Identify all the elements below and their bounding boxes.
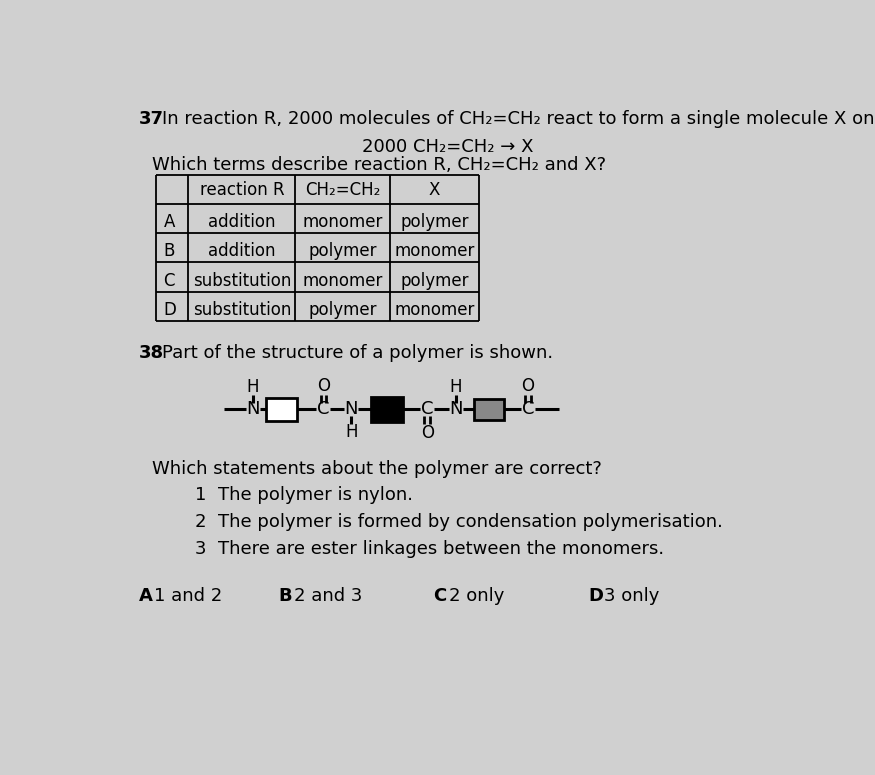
Text: X: X bbox=[429, 181, 440, 198]
Text: Which statements about the polymer are correct?: Which statements about the polymer are c… bbox=[152, 460, 602, 477]
Text: D: D bbox=[588, 587, 604, 604]
Text: H: H bbox=[345, 423, 357, 441]
Text: substitution: substitution bbox=[192, 301, 291, 319]
Text: C: C bbox=[433, 587, 446, 604]
Text: 38: 38 bbox=[139, 344, 164, 362]
Text: O: O bbox=[421, 424, 434, 442]
Text: 37: 37 bbox=[139, 110, 164, 128]
Text: N: N bbox=[246, 401, 260, 418]
Text: A: A bbox=[164, 213, 175, 231]
Text: C: C bbox=[421, 401, 433, 418]
Text: B: B bbox=[278, 587, 292, 604]
Text: monomer: monomer bbox=[395, 301, 474, 319]
Text: polymer: polymer bbox=[400, 272, 469, 290]
Text: addition: addition bbox=[208, 213, 276, 231]
Text: N: N bbox=[345, 401, 358, 418]
Text: H: H bbox=[450, 378, 462, 396]
Text: H: H bbox=[247, 378, 259, 396]
Text: O: O bbox=[317, 377, 330, 395]
Text: C: C bbox=[317, 401, 330, 418]
Text: The polymer is nylon.: The polymer is nylon. bbox=[218, 487, 413, 505]
Text: polymer: polymer bbox=[308, 243, 377, 260]
Text: A: A bbox=[139, 587, 153, 604]
Text: 1: 1 bbox=[194, 487, 206, 505]
Text: substitution: substitution bbox=[192, 272, 291, 290]
Text: There are ester linkages between the monomers.: There are ester linkages between the mon… bbox=[218, 540, 664, 558]
Text: D: D bbox=[164, 301, 177, 319]
Bar bbox=[266, 398, 297, 421]
Text: N: N bbox=[449, 401, 463, 418]
Text: 3: 3 bbox=[194, 540, 206, 558]
Bar bbox=[474, 398, 504, 420]
Text: addition: addition bbox=[208, 243, 276, 260]
Text: Which terms describe reaction R, CH₂=CH₂ and X?: Which terms describe reaction R, CH₂=CH₂… bbox=[152, 156, 606, 174]
Text: C: C bbox=[522, 401, 534, 418]
Text: polymer: polymer bbox=[308, 301, 377, 319]
Text: 2 and 3: 2 and 3 bbox=[294, 587, 362, 604]
Text: 1 and 2: 1 and 2 bbox=[154, 587, 222, 604]
Text: O: O bbox=[522, 377, 535, 395]
Text: monomer: monomer bbox=[303, 213, 383, 231]
Text: The polymer is formed by condensation polymerisation.: The polymer is formed by condensation po… bbox=[218, 513, 723, 532]
Text: polymer: polymer bbox=[400, 213, 469, 231]
Text: In reaction R, 2000 molecules of CH₂=CH₂ react to form a single molecule X only.: In reaction R, 2000 molecules of CH₂=CH₂… bbox=[162, 110, 875, 128]
Text: 2: 2 bbox=[194, 513, 206, 532]
Text: Part of the structure of a polymer is shown.: Part of the structure of a polymer is sh… bbox=[162, 344, 553, 362]
Text: 2 only: 2 only bbox=[449, 587, 504, 604]
Text: CH₂=CH₂: CH₂=CH₂ bbox=[305, 181, 381, 198]
Text: B: B bbox=[164, 243, 175, 260]
Text: monomer: monomer bbox=[303, 272, 383, 290]
Text: reaction R: reaction R bbox=[200, 181, 284, 198]
Text: C: C bbox=[164, 272, 175, 290]
Text: 2000 CH₂=CH₂ → X: 2000 CH₂=CH₂ → X bbox=[362, 138, 534, 156]
Bar bbox=[370, 397, 403, 422]
Text: 3 only: 3 only bbox=[604, 587, 659, 604]
Text: monomer: monomer bbox=[395, 243, 474, 260]
